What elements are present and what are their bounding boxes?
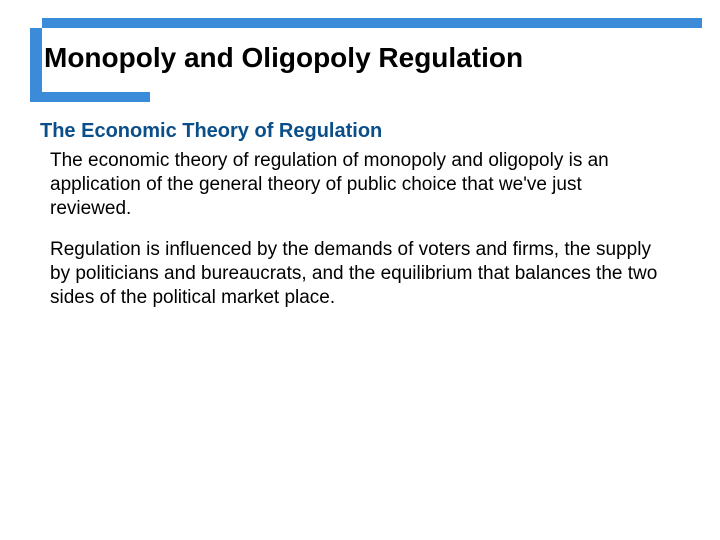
header-accent-bar <box>42 18 702 28</box>
body-paragraph: The economic theory of regulation of mon… <box>40 149 670 220</box>
content-area: The Economic Theory of Regulation The ec… <box>40 120 670 328</box>
body-paragraph: Regulation is influenced by the demands … <box>40 238 670 309</box>
section-subheading: The Economic Theory of Regulation <box>40 120 670 143</box>
title-region: Monopoly and Oligopoly Regulation <box>30 36 690 74</box>
slide-title: Monopoly and Oligopoly Regulation <box>30 36 690 74</box>
title-border-bottom <box>30 92 150 102</box>
